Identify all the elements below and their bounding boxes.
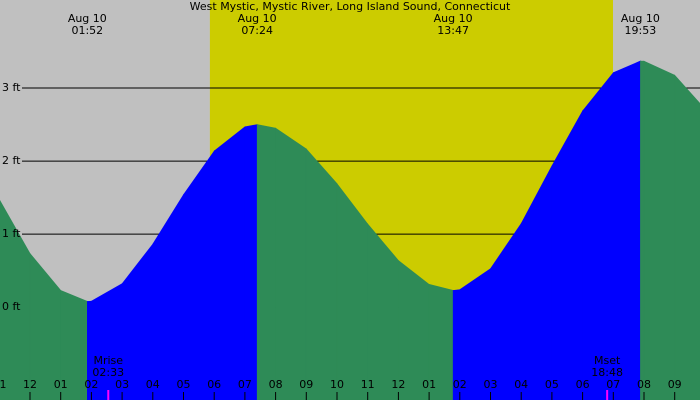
moon-event-time: 18:48 [591,366,623,379]
tide-area [29,252,61,400]
x-tick-label: 01 [54,378,68,391]
x-tick-label: 07 [238,378,252,391]
x-tick-label: 05 [176,378,190,391]
extreme-time: 07:24 [241,24,273,37]
tide-area [582,71,614,400]
tide-area [256,124,276,400]
tide-area [613,60,641,400]
tide-area [490,222,522,400]
y-tick-label: 2 ft [2,154,21,167]
x-tick-label: 01 [422,378,436,391]
tide-area [0,200,31,400]
moon-event-time: 02:33 [92,366,124,379]
tide-area [336,182,368,400]
tide-area [640,60,645,400]
x-tick-label: 09 [299,378,313,391]
tide-area [213,126,246,400]
tide-area [367,223,399,400]
tide-area [244,124,258,400]
x-tick-label: 03 [484,378,498,391]
x-tick-label: 06 [207,378,221,391]
y-tick-label: 1 ft [2,227,21,240]
x-tick-label: 07 [606,378,620,391]
tide-area [152,193,184,400]
x-tick-label: 1 [0,378,7,391]
tide-area [60,289,88,400]
tide-area [121,243,154,400]
tide-area [87,300,92,400]
tide-area [428,283,454,400]
x-tick-label: 12 [391,378,405,391]
x-tick-label: 02 [453,378,467,391]
chart-title: West Mystic, Mystic River, Long Island S… [190,0,511,13]
x-tick-label: 06 [576,378,590,391]
tide-area [91,283,123,400]
extreme-time: 01:52 [71,24,103,37]
x-tick-label: 02 [84,378,98,391]
tide-area [520,165,553,400]
moon-event-label: Mrise [93,354,123,367]
tide-area [183,150,215,400]
tide-area [551,109,583,400]
x-tick-label: 09 [668,378,682,391]
tide-area [452,289,461,400]
tide-area [674,74,700,400]
extreme-date: Aug 10 [621,12,660,25]
extreme-date: Aug 10 [238,12,277,25]
tide-area [459,268,491,400]
extreme-date: Aug 10 [68,12,107,25]
tide-area [305,148,338,400]
x-tick-label: 04 [514,378,528,391]
x-tick-label: 10 [330,378,344,391]
y-tick-label: 3 ft [2,81,21,94]
x-tick-label: 08 [637,378,651,391]
x-tick-label: 08 [269,378,283,391]
extreme-time: 13:47 [437,24,469,37]
tide-area [643,60,676,400]
x-tick-label: 12 [23,378,37,391]
x-tick-label: 04 [146,378,160,391]
y-tick-label: 0 ft [2,300,21,313]
x-tick-label: 05 [545,378,559,391]
x-tick-label: 11 [361,378,375,391]
tide-area [275,127,307,400]
x-tick-label: 03 [115,378,129,391]
moon-event-label: Mset [594,354,621,367]
tide-area [398,259,430,400]
extreme-time: 19:53 [625,24,657,37]
extreme-date: Aug 10 [434,12,473,25]
